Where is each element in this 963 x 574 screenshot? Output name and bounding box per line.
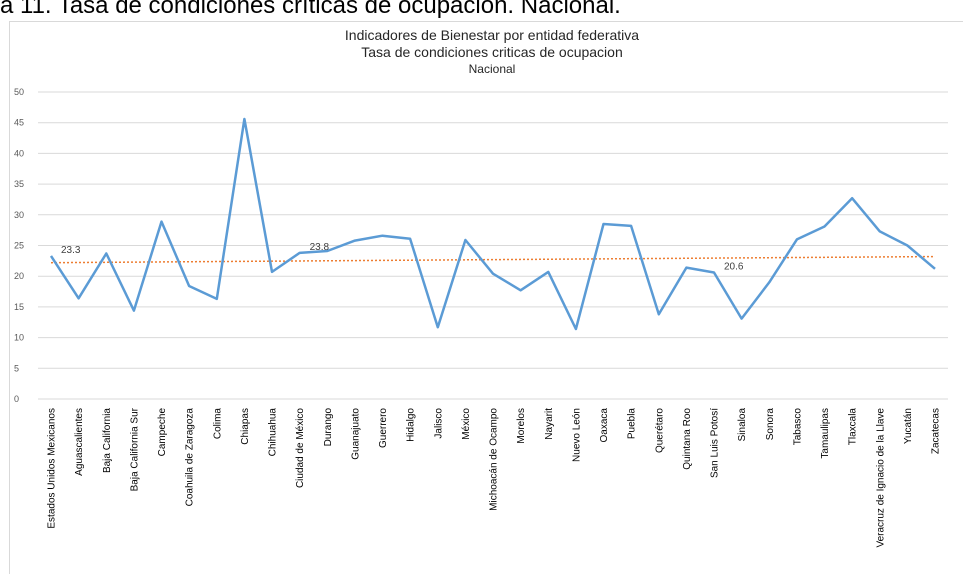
x-tick-label: Nuevo León	[571, 408, 582, 462]
data-label: 23.8	[310, 242, 330, 253]
x-tick-label: Tlaxcala	[848, 408, 859, 446]
x-tick-label: Hidalgo	[406, 408, 417, 442]
chart-title: Indicadores de Bienestar por entidad fed…	[345, 27, 639, 43]
data-label: 20.6	[724, 262, 744, 273]
y-axis: 0 5 10 15 20 25 30 35 40 45 50	[14, 87, 24, 404]
data-labels: 23.3 23.8 20.6	[61, 242, 744, 273]
x-tick-label: Oaxaca	[599, 408, 610, 443]
x-tick-label: Morelos	[516, 408, 527, 444]
x-tick-label: Guanajuato	[350, 408, 361, 460]
x-tick-label: Sinaloa	[737, 408, 748, 442]
x-tick-label: Quintana Roo	[682, 408, 693, 470]
x-tick-label: Jalisco	[433, 408, 444, 439]
x-tick-label: Querétaro	[654, 408, 665, 453]
x-axis: Estados Unidos Mexicanos Aguascalientes Ba…	[47, 407, 942, 547]
x-tick-label: Durango	[323, 408, 334, 447]
y-tick-label: 50	[14, 87, 24, 97]
y-tick-label: 20	[14, 271, 24, 281]
y-tick-label: 35	[14, 179, 24, 189]
x-tick-label: Baja California	[102, 408, 113, 473]
x-tick-label: Veracruz de Ignacio de la Llave	[875, 408, 886, 548]
x-tick-label: Michoacán de Ocampo	[489, 408, 500, 511]
x-tick-label: Puebla	[627, 408, 638, 440]
y-tick-label: 0	[14, 394, 19, 404]
y-tick-label: 10	[14, 333, 24, 343]
x-tick-label: Ciudad de México	[295, 408, 306, 488]
gridlines	[38, 91, 948, 400]
series-line	[49, 117, 936, 331]
y-tick-label: 30	[14, 210, 24, 220]
figure-caption: a 11. Tasa de condiciones críticas de oc…	[0, 0, 621, 19]
x-tick-label: Tamaulipas	[820, 408, 831, 459]
x-tick-label: Nayarit	[544, 408, 555, 440]
x-tick-label: Baja California Sur	[129, 407, 140, 491]
x-tick-label: Chiapas	[240, 408, 251, 445]
x-tick-label: Tabasco	[792, 408, 803, 446]
x-tick-label: México	[461, 408, 472, 440]
x-tick-label: Estados Unidos Mexicanos	[47, 408, 58, 529]
chart-subtitle: Tasa de condiciones criticas de ocupacio…	[361, 44, 623, 60]
chart-subtitle-2: Nacional	[469, 62, 516, 76]
x-tick-label: Guerrero	[378, 408, 389, 448]
trendline	[50, 255, 936, 264]
x-tick-label: Colima	[212, 408, 223, 440]
series-group	[49, 117, 936, 331]
x-tick-label: Yucatán	[903, 408, 914, 444]
chart-frame	[9, 21, 963, 574]
x-tick-label: Chihuahua	[268, 408, 279, 457]
trendline-group	[50, 255, 936, 264]
y-tick-label: 45	[14, 118, 24, 128]
y-tick-label: 15	[14, 302, 24, 312]
x-tick-label: Aguascalientes	[74, 408, 85, 476]
x-tick-label: Zacatecas	[931, 408, 942, 454]
x-tick-label: Campeche	[157, 408, 168, 457]
y-tick-label: 5	[14, 363, 19, 373]
x-tick-label: Sonora	[765, 408, 776, 441]
x-tick-label: Coahuila de Zaragoza	[185, 408, 196, 507]
y-tick-label: 25	[14, 241, 24, 251]
x-tick-label: San Luis Potosí	[710, 408, 721, 478]
data-label: 23.3	[61, 245, 81, 256]
y-tick-label: 40	[14, 148, 24, 158]
